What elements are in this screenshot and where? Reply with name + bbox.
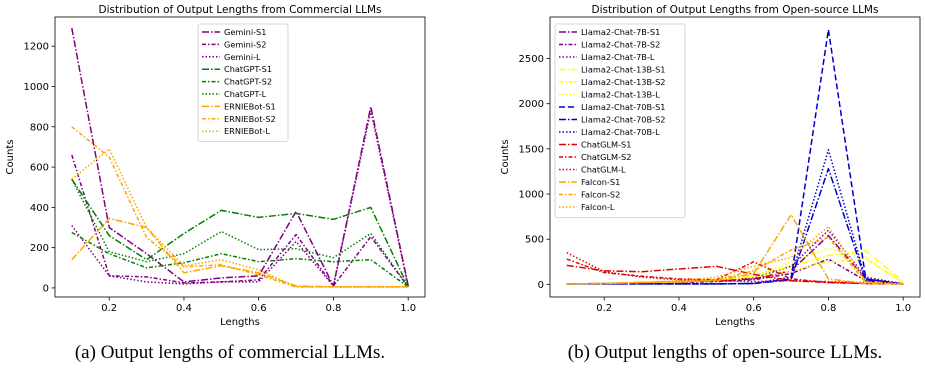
legend-label: Llama2-Chat-70B-L — [581, 127, 660, 137]
legend-label: Gemini-S1 — [224, 27, 266, 37]
legend-label: Llama2-Chat-70B-S2 — [581, 115, 666, 125]
y-tick-label: 500 — [525, 235, 544, 246]
legend-label: Llama2-Chat-7B-S2 — [581, 40, 660, 50]
y-tick-label: 1000 — [519, 190, 544, 201]
plot-frame — [54, 16, 426, 298]
y-tick-label: 200 — [30, 243, 49, 254]
legend-label: Gemini-L — [224, 52, 261, 62]
series-line-llama2-chat-70b-l — [566, 149, 904, 285]
series-line-chatgpt-s2 — [71, 231, 409, 288]
legend-label: Falcon-S1 — [581, 177, 620, 187]
legend-label: ChatGLM-S1 — [581, 140, 631, 150]
legend-label: ERNIEBot-S2 — [224, 114, 276, 124]
y-axis-label: Counts — [500, 140, 511, 175]
series-line-gemini-s2 — [71, 154, 409, 288]
legend-label: Llama2-Chat-70B-S1 — [581, 102, 666, 112]
series-line-falcon-s2 — [566, 236, 904, 285]
series-line-llama2-chat-7b-s2 — [566, 258, 904, 285]
legend-label: ChatGLM-L — [581, 165, 626, 175]
series-line-gemini-s1 — [71, 27, 409, 287]
series-line-chatgpt-s1 — [71, 178, 409, 288]
series-line-erniebot-s2 — [71, 126, 409, 288]
series-line-erniebot-l — [71, 148, 409, 288]
y-tick-label: 400 — [30, 203, 49, 214]
x-axis-label: Lengths — [715, 317, 755, 328]
series-line-falcon-l — [566, 225, 904, 285]
x-tick-label: 0.2 — [596, 303, 612, 314]
legend-label: ERNIEBot-S1 — [224, 101, 276, 111]
y-tick-label: 2000 — [519, 99, 544, 110]
legend: Gemini-S1 Gemini-S2 Gemini-L ChatGPT-S1 Chat… — [197, 23, 289, 142]
x-tick-label: 1.0 — [400, 303, 416, 314]
x-tick-label: 1.0 — [895, 303, 911, 314]
x-tick-label: 0.8 — [325, 303, 341, 314]
y-tick-label: 1200 — [24, 42, 49, 53]
y-tick-label: 800 — [30, 122, 49, 133]
legend-label: Falcon-S2 — [581, 190, 620, 200]
x-axis-label: Lengths — [220, 317, 260, 328]
legend-label: Gemini-S2 — [224, 39, 266, 49]
plot-frame — [549, 16, 921, 298]
series-line-chatgpt-l — [71, 178, 409, 288]
legend-label: ChatGPT-S2 — [224, 77, 272, 87]
legend-label: Falcon-L — [581, 202, 615, 212]
legend-label: ChatGLM-S2 — [581, 152, 631, 162]
legend: Llama2-Chat-7B-S1 Llama2-Chat-7B-S2 Llama2… — [554, 23, 686, 218]
legend-label: Llama2-Chat-7B-L — [581, 52, 655, 62]
legend-box — [554, 23, 686, 218]
y-tick-label: 0 — [43, 283, 49, 294]
legend-box — [197, 23, 289, 142]
caption-b: (b) Output lengths of open-source LLMs. — [568, 342, 883, 363]
y-tick-label: 600 — [30, 163, 49, 174]
y-tick-label: 0 — [538, 280, 544, 291]
y-tick-label: 1000 — [24, 82, 49, 93]
legend-label: Llama2-Chat-13B-S2 — [581, 77, 666, 87]
y-tick-label: 2500 — [519, 54, 544, 65]
x-tick-label: 0.2 — [101, 303, 117, 314]
x-tick-label: 0.6 — [251, 303, 267, 314]
x-tick-label: 0.6 — [746, 303, 762, 314]
legend-label: Llama2-Chat-13B-L — [581, 90, 660, 100]
opensource-chart: Distribution of Output Lengths from Open… — [500, 4, 921, 328]
series-line-chatglm-l — [566, 252, 904, 285]
commercial-chart: Distribution of Output Lengths from Comm… — [5, 4, 426, 328]
series-line-falcon-s1 — [566, 214, 904, 285]
x-tick-label: 0.4 — [176, 303, 192, 314]
legend-label: ChatGPT-L — [224, 89, 267, 99]
legend-label: Llama2-Chat-7B-S1 — [581, 27, 660, 37]
caption-a: (a) Output lengths of commercial LLMs. — [75, 342, 385, 363]
chart-title: Distribution of Output Lengths from Open… — [592, 4, 879, 16]
series-line-gemini-l — [71, 109, 409, 288]
legend-label: ERNIEBot-L — [224, 126, 270, 136]
legend-label: ChatGPT-S1 — [224, 64, 272, 74]
y-tick-label: 1500 — [519, 144, 544, 155]
chart-title: Distribution of Output Lengths from Comm… — [98, 4, 381, 16]
y-axis-label: Counts — [5, 140, 16, 175]
x-tick-label: 0.8 — [820, 303, 836, 314]
x-tick-label: 0.4 — [671, 303, 687, 314]
legend-label: Llama2-Chat-13B-S1 — [581, 65, 666, 75]
